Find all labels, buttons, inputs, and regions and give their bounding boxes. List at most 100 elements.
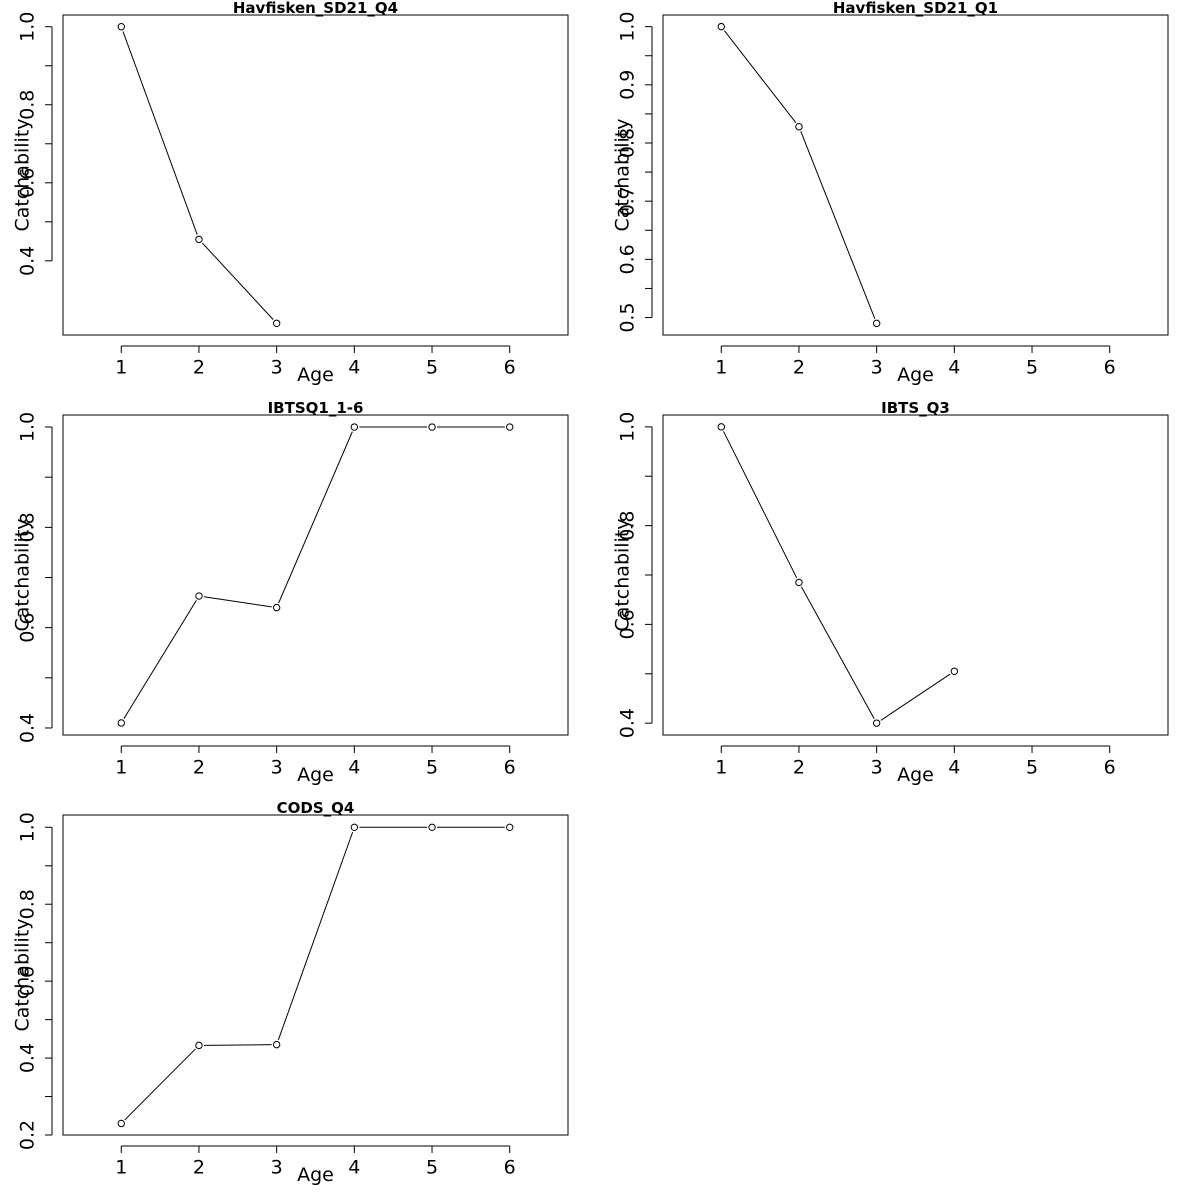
x-tick-label: 4 — [348, 357, 360, 379]
y-tick-label: 0.4 — [617, 708, 639, 738]
x-tick-label: 3 — [871, 357, 883, 379]
chart-title: CODS_Q4 — [277, 799, 355, 817]
x-tick-label: 3 — [271, 357, 283, 379]
data-point — [795, 578, 803, 587]
data-point — [272, 1040, 281, 1049]
y-tick-label: 0.4 — [17, 1043, 39, 1073]
series-line-segment — [277, 831, 354, 1041]
y-tick-label: 0.6 — [617, 244, 639, 274]
chart-title: IBTSQ1_1-6 — [268, 399, 364, 417]
data-point — [872, 719, 881, 727]
data-point — [117, 719, 125, 727]
plot-frame — [662, 414, 1169, 736]
x-tick-label: 2 — [193, 1157, 205, 1179]
y-tick-label: 0.8 — [17, 90, 39, 120]
series-line-segment — [278, 431, 353, 604]
x-tick-label: 3 — [271, 757, 283, 779]
chart-panel: IBTS_Q3 1 2 3 4 5 6 Age 0.4 0.6 0.8 1.0 Catchability — [612, 399, 1169, 786]
x-tick-label: 5 — [426, 357, 438, 379]
data-point — [272, 603, 281, 612]
y-tick-label: 0.6 — [17, 613, 39, 643]
series-line-segment — [800, 131, 876, 319]
x-axis-label: Age — [897, 764, 934, 786]
y-tick-label: 1.0 — [17, 412, 39, 442]
series-line-segment — [203, 1044, 272, 1046]
data-point — [428, 823, 436, 832]
y-tick-label: 0.8 — [17, 512, 39, 542]
y-tick-label: 0.8 — [17, 889, 39, 919]
y-axis-label: Catchability — [612, 518, 634, 631]
data-point — [195, 235, 203, 244]
x-tick-label: 6 — [1104, 757, 1116, 779]
series-line-segment — [123, 600, 197, 719]
data-point — [350, 423, 359, 431]
y-tick-label: 0.6 — [17, 966, 39, 996]
x-tick-label: 2 — [793, 757, 805, 779]
x-axis-label: Age — [297, 1164, 334, 1186]
y-tick-label: 1.0 — [17, 812, 39, 842]
x-tick-label: 3 — [271, 1157, 283, 1179]
y-axis-label: Catchability — [12, 518, 34, 631]
x-tick-label: 5 — [1026, 357, 1038, 379]
x-tick-label: 6 — [1104, 357, 1116, 379]
y-axis-label: Catchability — [12, 918, 34, 1031]
series-line-segment — [124, 1048, 196, 1121]
data-point — [506, 823, 514, 832]
x-tick-label: 5 — [1026, 757, 1038, 779]
series-line-segment — [880, 673, 951, 721]
data-point — [872, 319, 881, 328]
y-tick-label: 0.6 — [17, 168, 39, 198]
x-tick-label: 3 — [871, 757, 883, 779]
y-tick-label: 0.7 — [617, 186, 639, 216]
y-tick-label: 1.0 — [617, 412, 639, 442]
data-point — [195, 592, 203, 600]
chart-panel: CODS_Q4 1 2 3 4 5 6 Age 0.2 0.4 0.6 0.8 1.0 Catchabil… — [12, 799, 569, 1186]
series-line-segment — [723, 30, 797, 124]
x-tick-label: 1 — [115, 757, 127, 779]
x-axis-label: Age — [297, 364, 334, 386]
x-tick-label: 5 — [426, 1157, 438, 1179]
x-tick-label: 2 — [793, 357, 805, 379]
x-tick-label: 4 — [348, 757, 360, 779]
data-point — [117, 23, 125, 31]
chart-panel: Havfisken_SD21_Q1 1 2 3 4 5 6 Age 0.5 0.6 0.7 0.8 0.… — [612, 0, 1169, 386]
data-point — [950, 667, 959, 675]
data-point — [795, 123, 803, 131]
y-tick-label: 1.0 — [17, 12, 39, 42]
plot-frame — [662, 14, 1169, 336]
x-tick-label: 6 — [504, 357, 516, 379]
x-tick-label: 4 — [348, 1157, 360, 1179]
data-point — [117, 1119, 125, 1128]
data-point — [506, 423, 514, 431]
x-tick-label: 1 — [715, 357, 727, 379]
plot-frame — [62, 814, 569, 1136]
x-axis-label: Age — [297, 764, 334, 786]
x-tick-label: 1 — [115, 357, 127, 379]
y-tick-label: 0.6 — [617, 609, 639, 639]
plot-frame — [62, 14, 569, 336]
series-line-segment — [800, 586, 875, 720]
plot-frame — [62, 414, 569, 736]
chart-panel: IBTSQ1_1-6 1 2 3 4 5 6 Age 0.4 0.6 0.8 1.0 Catchabil… — [12, 399, 569, 786]
y-axis-label: Catchability — [612, 118, 634, 231]
x-axis-label: Age — [897, 364, 934, 386]
y-tick-label: 0.2 — [17, 1120, 39, 1150]
x-tick-label: 1 — [115, 1157, 127, 1179]
y-tick-label: 0.4 — [17, 713, 39, 743]
x-tick-label: 1 — [715, 757, 727, 779]
data-point — [428, 423, 436, 431]
series-line-segment — [723, 431, 798, 579]
data-point — [195, 1041, 203, 1050]
chart-title: Havfisken_SD21_Q4 — [233, 0, 398, 17]
y-tick-label: 1.0 — [617, 12, 639, 42]
y-tick-label: 0.8 — [617, 511, 639, 541]
x-tick-label: 6 — [504, 757, 516, 779]
series-line-segment — [122, 31, 198, 235]
series-line-segment — [203, 596, 272, 608]
x-tick-label: 5 — [426, 757, 438, 779]
x-tick-label: 4 — [948, 757, 960, 779]
data-point — [350, 823, 359, 832]
y-tick-label: 0.5 — [617, 302, 639, 332]
data-point — [272, 319, 281, 327]
